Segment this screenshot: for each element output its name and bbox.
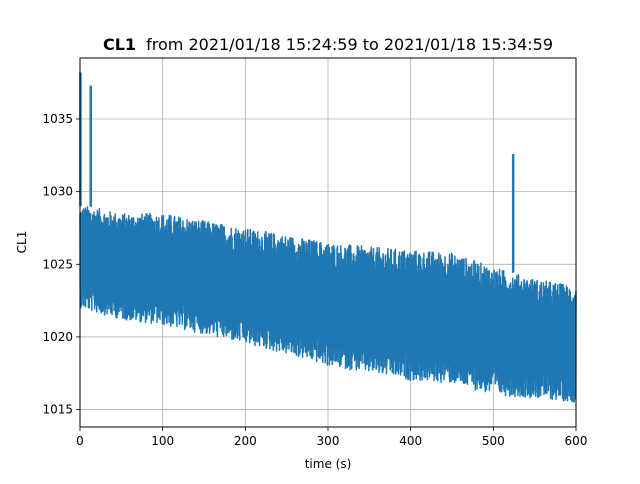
y-axis-label: CL1 [15, 231, 29, 254]
chart-title-bold: CL1 [103, 35, 136, 54]
x-tick-label: 0 [76, 434, 84, 448]
x-axis-label: time (s) [305, 457, 352, 471]
x-tick-label: 200 [234, 434, 257, 448]
x-tick-label: 400 [399, 434, 422, 448]
axes-frame [79, 57, 577, 428]
y-tick-label: 1025 [42, 257, 73, 271]
x-tick-label: 600 [565, 434, 588, 448]
y-tick-label: 1015 [42, 403, 73, 417]
y-axis: 1015 1020 1025 1030 1035 [42, 112, 80, 417]
chart-title: CL1 from 2021/01/18 15:24:59 to 2021/01/… [103, 35, 553, 54]
y-tick-label: 1035 [42, 112, 73, 126]
x-tick-label: 300 [317, 434, 340, 448]
series-line [79, 206, 577, 403]
x-tick-label: 100 [151, 434, 174, 448]
chart-title-rest: from 2021/01/18 15:24:59 to 2021/01/18 1… [146, 35, 553, 54]
x-axis: 0 100 200 300 400 500 600 [76, 427, 587, 448]
y-tick-label: 1020 [42, 330, 73, 344]
y-tick-label: 1030 [42, 185, 73, 199]
x-tick-label: 500 [482, 434, 505, 448]
